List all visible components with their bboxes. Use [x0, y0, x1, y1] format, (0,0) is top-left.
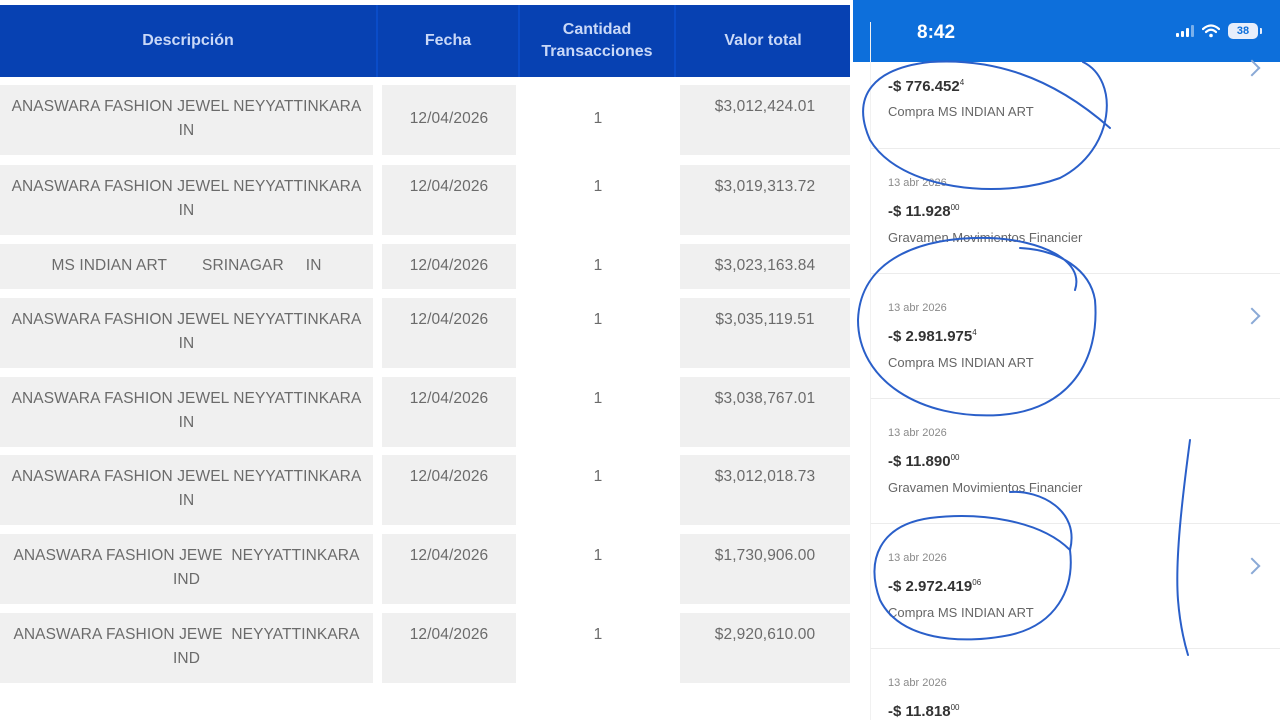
header-total: Valor total [724, 32, 802, 49]
row-total: $3,038,767.01 [680, 377, 850, 447]
row-quantity: 1 [593, 626, 603, 643]
row-description: ANASWARA FASHION JEWEL NEYYATTINKARA IN [0, 165, 373, 235]
chevron-right-icon[interactable] [1243, 557, 1261, 575]
transaction-item[interactable]: 13 abr 2026 -$ 11.89000 Gravamen Movimie… [870, 399, 1280, 524]
row-date: 12/04/2026 [382, 534, 516, 604]
header-date: Fecha [378, 5, 520, 77]
transaction-item[interactable]: 13 abr 2026 -$ 2.972.41906 Compra MS IND… [870, 524, 1280, 649]
transaction-description: Compra MS INDIAN ART [888, 104, 1034, 119]
row-description: ANASWARA FASHION JEWEL NEYYATTINKARA IN [0, 377, 373, 447]
transaction-date: 13 abr 2026 [888, 677, 947, 689]
row-date: 12/04/2026 [382, 298, 516, 368]
header-description: Descripción [0, 5, 378, 77]
transaction-amount: -$ 2.981.9754 [888, 328, 977, 345]
transaction-item[interactable]: 13 abr 2026 -$ 11.92800 Gravamen Movimie… [870, 149, 1280, 274]
row-date: 12/04/2026 [382, 85, 516, 155]
row-date: 12/04/2026 [382, 244, 516, 289]
transaction-date: 13 abr 2026 [888, 427, 947, 439]
table-row: ANASWARA FASHION JEWEL NEYYATTINKARA IN … [0, 85, 852, 155]
row-total: $3,012,018.73 [680, 455, 850, 525]
status-time: 8:42 [917, 22, 956, 43]
row-quantity: 1 [593, 547, 603, 564]
table-row: MS INDIAN ART SRINAGAR IN 12/04/2026 1 $… [0, 244, 852, 289]
transaction-amount: -$ 11.81800 [888, 703, 960, 720]
table-row: ANASWARA FASHION JEWEL NEYYATTINKARA IN … [0, 165, 852, 235]
chevron-right-icon[interactable] [1243, 59, 1261, 77]
row-total: $1,730,906.00 [680, 534, 850, 604]
table-header: Descripción Fecha Cantidad Transacciones… [0, 5, 850, 77]
table-row: ANASWARA FASHION JEWEL NEYYATTINKARA IN … [0, 455, 852, 525]
row-total: $2,920,610.00 [680, 613, 850, 683]
transaction-amount: -$ 11.89000 [888, 453, 960, 470]
status-bar: 8:42 38 [853, 0, 1280, 62]
transaction-date: 13 abr 2026 [888, 302, 947, 314]
table-row: ANASWARA FASHION JEWEL NEYYATTINKARA IN … [0, 377, 852, 447]
wifi-icon [1202, 24, 1220, 38]
transaction-amount: -$ 2.972.41906 [888, 578, 982, 595]
row-description: ANASWARA FASHION JEWE NEYYATTINKARA IND [0, 613, 373, 683]
table-row: ANASWARA FASHION JEWE NEYYATTINKARA IND … [0, 613, 852, 683]
row-total: $3,019,313.72 [680, 165, 850, 235]
transaction-description: Gravamen Movimientos Financier [888, 230, 1083, 245]
mobile-app-screen: 8:42 38 -$ 776.4524 Compra MS INDIAN ART… [853, 0, 1280, 720]
row-description: ANASWARA FASHION JEWEL NEYYATTINKARA IN [0, 85, 373, 155]
row-quantity: 1 [593, 110, 603, 127]
table-row: ANASWARA FASHION JEWEL NEYYATTINKARA IN … [0, 298, 852, 368]
row-quantity: 1 [593, 178, 603, 195]
transaction-amount: -$ 776.4524 [888, 78, 965, 95]
transaction-item[interactable]: 13 abr 2026 -$ 2.981.9754 Compra MS INDI… [870, 274, 1280, 399]
row-description: ANASWARA FASHION JEWE NEYYATTINKARA IND [0, 534, 373, 604]
row-description: MS INDIAN ART SRINAGAR IN [0, 244, 373, 289]
transaction-item[interactable]: 13 abr 2026 -$ 11.81800 [870, 649, 1280, 720]
row-date: 12/04/2026 [382, 613, 516, 683]
header-quantity: Cantidad Transacciones [520, 5, 676, 77]
row-total: $3,023,163.84 [680, 244, 850, 289]
transaction-amount: -$ 11.92800 [888, 203, 960, 220]
transaction-date: 13 abr 2026 [888, 552, 947, 564]
transaction-description: Gravamen Movimientos Financier [888, 480, 1083, 495]
row-date: 12/04/2026 [382, 165, 516, 235]
cellular-signal-icon [1176, 25, 1194, 37]
row-date: 12/04/2026 [382, 377, 516, 447]
row-total: $3,012,424.01 [680, 85, 850, 155]
row-quantity: 1 [593, 468, 603, 485]
transaction-item[interactable]: -$ 776.4524 Compra MS INDIAN ART [870, 22, 1280, 149]
row-quantity: 1 [593, 257, 603, 274]
row-quantity: 1 [593, 390, 603, 407]
table-row: ANASWARA FASHION JEWE NEYYATTINKARA IND … [0, 534, 852, 604]
row-description: ANASWARA FASHION JEWEL NEYYATTINKARA IN [0, 455, 373, 525]
row-total: $3,035,119.51 [680, 298, 850, 368]
status-icons: 38 [1176, 23, 1262, 39]
statement-table: Descripción Fecha Cantidad Transacciones… [0, 5, 852, 683]
chevron-right-icon[interactable] [1243, 307, 1261, 325]
transaction-description: Compra MS INDIAN ART [888, 355, 1034, 370]
transaction-date: 13 abr 2026 [888, 177, 947, 189]
row-quantity: 1 [593, 311, 603, 328]
row-description: ANASWARA FASHION JEWEL NEYYATTINKARA IN [0, 298, 373, 368]
battery-icon: 38 [1228, 23, 1262, 39]
transaction-description: Compra MS INDIAN ART [888, 605, 1034, 620]
row-date: 12/04/2026 [382, 455, 516, 525]
